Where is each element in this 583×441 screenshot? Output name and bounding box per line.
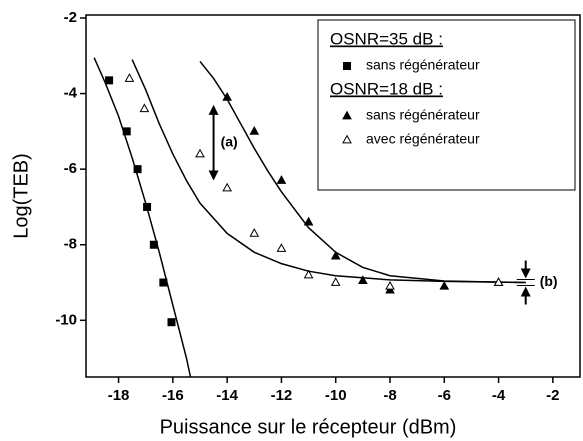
y-axis-title: Log(TEB) xyxy=(10,153,32,239)
marker-triangle-open xyxy=(342,134,352,144)
fit-curve xyxy=(131,59,526,284)
x-tick-label: -14 xyxy=(216,387,238,404)
marker-triangle xyxy=(303,216,314,226)
x-tick-label: -18 xyxy=(108,387,130,404)
marker-square xyxy=(159,278,168,287)
x-tick-label: -10 xyxy=(325,387,347,404)
arrow-head xyxy=(520,286,531,297)
y-tick-label: -6 xyxy=(64,160,77,177)
marker-square xyxy=(122,127,131,136)
arrow-head xyxy=(208,104,219,115)
x-tick-label: -6 xyxy=(438,387,451,404)
legend-group-title: OSNR=35 dB : xyxy=(330,29,443,48)
fit-curve xyxy=(93,57,192,378)
x-tick-label: -4 xyxy=(492,387,506,404)
legend-box xyxy=(317,19,576,191)
x-tick-label: -2 xyxy=(546,387,559,404)
legend-label: sans régénérateur xyxy=(366,57,480,73)
annotation-b: (b) xyxy=(540,273,558,289)
marker-triangle-open xyxy=(493,277,504,286)
marker-triangle-open xyxy=(195,148,205,158)
y-tick-label: -8 xyxy=(64,236,77,253)
marker-triangle-open xyxy=(139,103,150,113)
marker-square xyxy=(105,76,114,85)
x-tick-label: -16 xyxy=(162,387,184,404)
marker-triangle-open xyxy=(385,280,395,290)
marker-triangle xyxy=(330,250,341,260)
legend-label: avec régénérateur xyxy=(366,131,480,147)
legend-label: sans régénérateur xyxy=(366,107,480,123)
marker-triangle xyxy=(222,92,232,101)
marker-triangle xyxy=(276,175,287,184)
marker-triangle-open xyxy=(276,243,287,252)
x-axis-title: Puissance sur le récepteur (dBm) xyxy=(160,416,457,438)
marker-square xyxy=(143,202,152,211)
arrow-head xyxy=(520,268,531,279)
marker-triangle-open xyxy=(303,269,314,279)
legend-group-title: OSNR=18 dB : xyxy=(330,79,443,98)
marker-triangle xyxy=(439,280,450,290)
x-tick-label: -12 xyxy=(271,387,293,404)
marker-triangle xyxy=(249,126,260,135)
marker-square xyxy=(343,62,351,70)
marker-square xyxy=(133,165,142,174)
y-tick-label: -2 xyxy=(64,9,77,26)
plot-frame xyxy=(85,14,581,378)
y-tick-label: -4 xyxy=(64,85,78,102)
arrow-head xyxy=(208,170,219,181)
fit-curve xyxy=(199,60,526,284)
y-tick-label: -10 xyxy=(55,311,77,328)
marker-square xyxy=(167,318,176,327)
marker-triangle-open xyxy=(249,228,260,237)
x-tick-label: -8 xyxy=(383,387,396,404)
marker-triangle xyxy=(358,275,368,285)
annotation-a: (a) xyxy=(221,133,238,149)
marker-triangle-open xyxy=(330,277,341,286)
marker-square xyxy=(149,240,158,249)
marker-triangle-open xyxy=(124,73,135,82)
marker-triangle xyxy=(342,110,352,120)
marker-triangle-open xyxy=(222,182,232,192)
